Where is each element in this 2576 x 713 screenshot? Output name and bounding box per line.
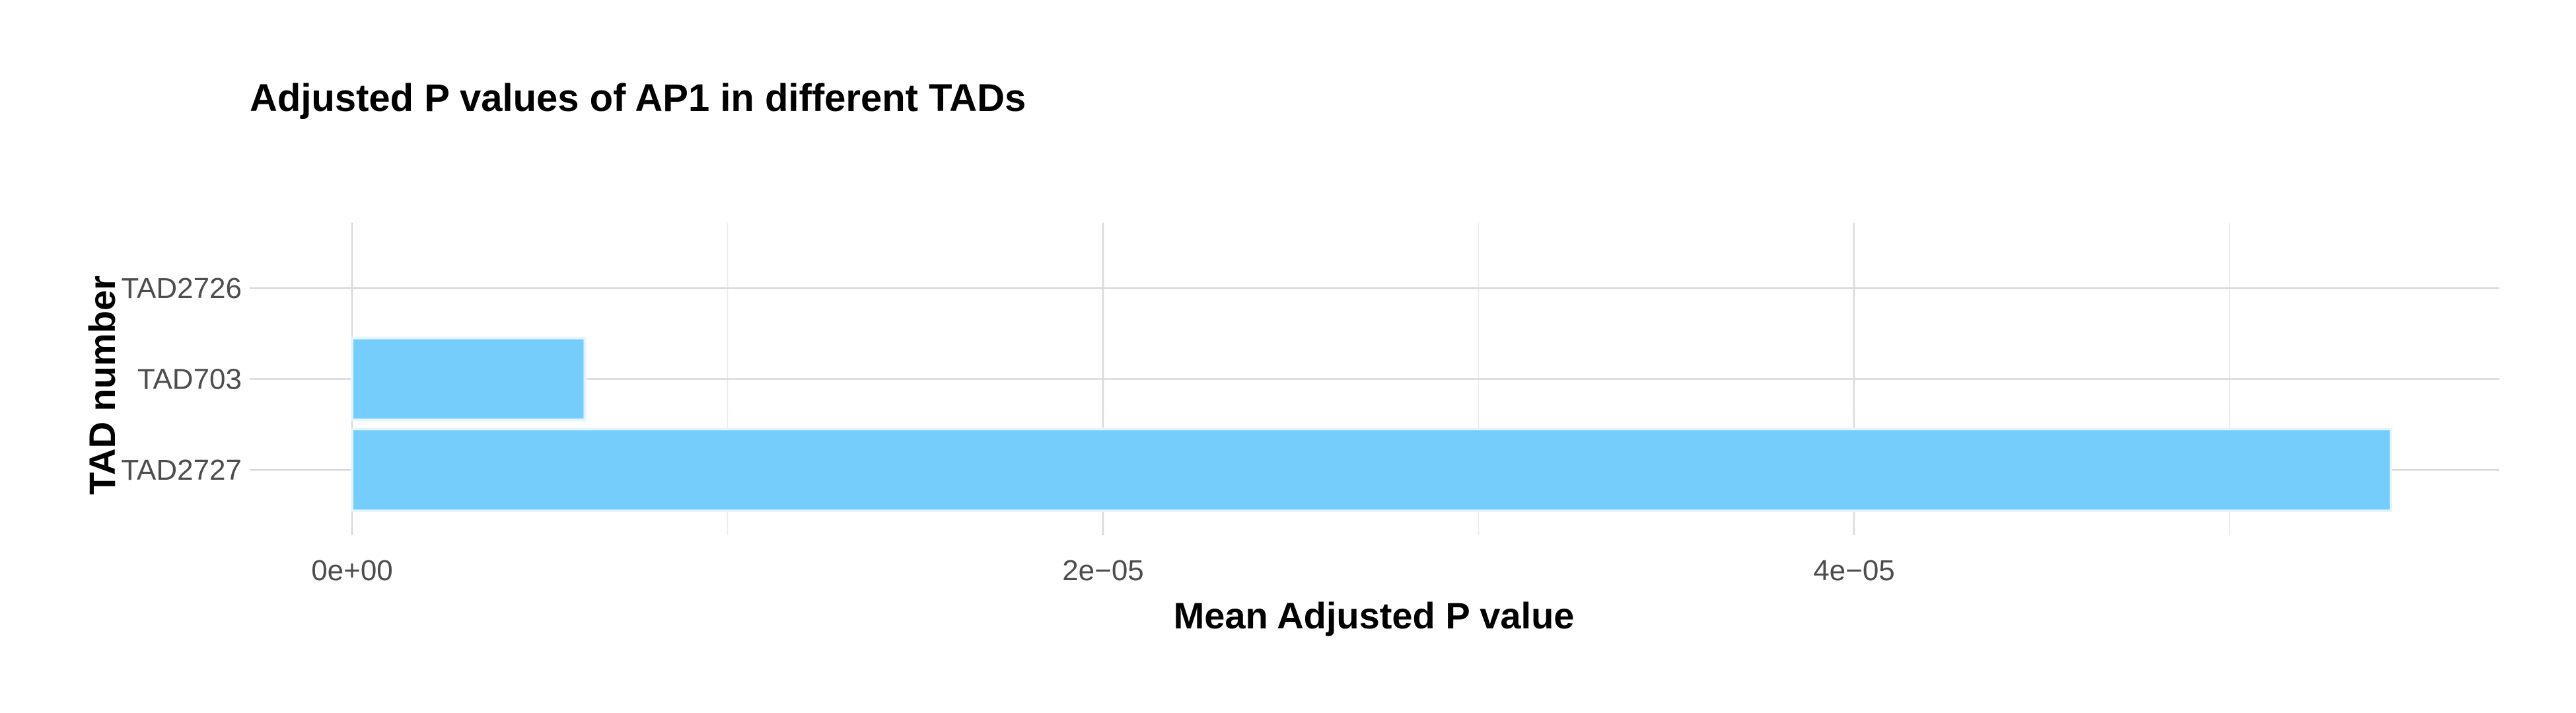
y-tick-label: TAD2726 [121, 272, 242, 305]
y-axis-title: TAD number [81, 276, 123, 495]
bar-tad2727 [351, 428, 2392, 513]
chart-title: Adjusted P values of AP1 in different TA… [250, 77, 1026, 120]
y-tick-label: TAD703 [137, 363, 242, 396]
x-axis-title: Mean Adjusted P value [1174, 595, 1575, 636]
x-tick-label: 4e−05 [1813, 554, 1895, 587]
x-tick-label: 2e−05 [1062, 554, 1144, 587]
y-tick-label: TAD2727 [121, 454, 242, 486]
x-tick-label: 0e+00 [311, 554, 393, 587]
tick-labels: 0e+00 2e−05 4e−05 TAD2727 TAD703 TAD2726 [121, 272, 1894, 587]
bars [351, 336, 2392, 513]
bar-tad703 [351, 336, 587, 422]
